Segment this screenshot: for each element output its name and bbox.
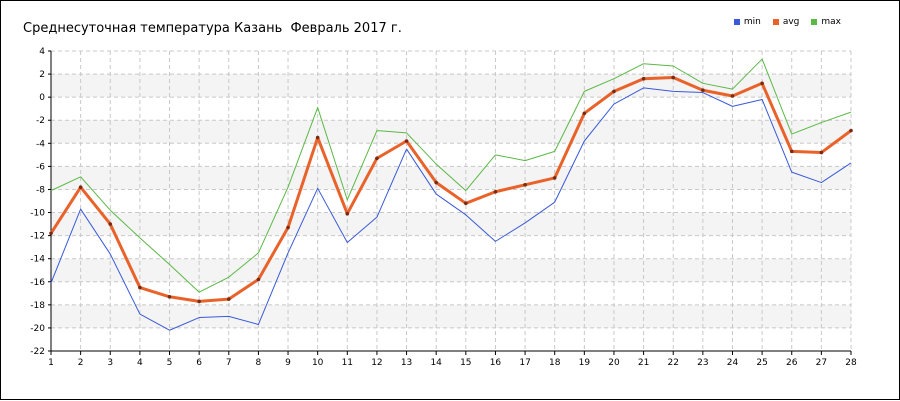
data-point-avg: [789, 149, 794, 154]
legend-item-min: min: [733, 17, 761, 27]
legend-swatch-avg: [772, 19, 779, 25]
x-tick-label: 7: [226, 358, 232, 368]
series-line-min: [50, 87, 852, 331]
legend-swatch-min: [733, 19, 740, 25]
x-tick-label: 12: [371, 358, 382, 368]
x-tick-label: 27: [816, 358, 827, 368]
data-point-avg: [493, 189, 498, 194]
data-point-avg: [375, 156, 379, 161]
plot-band: [51, 74, 851, 98]
y-tick-label: -6: [36, 162, 45, 172]
data-point-avg: [78, 185, 83, 189]
legend-item-max: max: [811, 17, 841, 27]
x-tick-label: 9: [285, 358, 291, 368]
legend-item-avg: avg: [772, 17, 800, 27]
x-tick-label: 23: [697, 358, 708, 368]
y-tick-label: -2: [36, 116, 45, 126]
x-tick-label: 5: [167, 358, 173, 368]
y-tick-label: -18: [30, 301, 45, 311]
y-tick-label: -8: [36, 185, 45, 195]
data-point-avg: [256, 277, 261, 282]
data-point-avg: [612, 89, 616, 94]
x-tick-label: 18: [549, 358, 561, 368]
plot-band: [51, 212, 851, 236]
data-point-avg: [108, 222, 113, 226]
data-point-avg: [641, 76, 646, 81]
x-tick-label: 20: [608, 358, 620, 368]
data-point-avg: [404, 139, 409, 143]
data-point-avg: [226, 297, 231, 301]
plot-band: [51, 120, 851, 144]
x-tick-label: 4: [137, 358, 143, 368]
series-line-avg: [49, 76, 852, 303]
x-tick-label: 13: [401, 358, 412, 368]
data-point-avg: [315, 135, 320, 140]
data-point-avg: [197, 299, 201, 304]
x-tick-label: 26: [786, 358, 798, 368]
data-point-avg: [582, 111, 587, 116]
y-tick-label: -20: [30, 324, 45, 334]
legend-swatch-max: [811, 19, 818, 25]
y-tick-label: 4: [39, 47, 45, 57]
x-tick-label: 3: [107, 358, 113, 368]
series-line-max: [50, 58, 852, 293]
legend-label-max: max: [821, 17, 841, 27]
data-point-avg: [138, 285, 142, 290]
data-point-avg: [434, 180, 438, 185]
y-tick-label: -10: [30, 209, 45, 219]
x-tick-label: 16: [490, 358, 502, 368]
y-tick-label: 0: [39, 93, 45, 103]
data-point-avg: [671, 75, 676, 80]
x-tick-label: 6: [196, 358, 202, 368]
x-tick-label: 19: [579, 358, 591, 368]
data-point-avg: [167, 294, 172, 299]
y-tick-label: 2: [39, 70, 45, 80]
chart-title: Среднесуточная температура Казань Феврал…: [23, 21, 402, 36]
x-tick-label: 2: [78, 358, 84, 368]
x-tick-label: 22: [667, 358, 678, 368]
data-point-avg: [849, 128, 853, 133]
data-point-avg: [523, 183, 527, 187]
x-tick-label: 17: [519, 358, 530, 368]
x-tick-label: 11: [342, 358, 353, 368]
data-point-avg: [286, 225, 290, 230]
data-point-avg: [345, 211, 350, 216]
y-tick-label: -22: [30, 347, 45, 357]
x-tick-label: 10: [312, 358, 324, 368]
y-tick-label: -16: [30, 278, 45, 288]
chart-legend: min avg max: [733, 17, 841, 27]
x-tick-label: 15: [460, 358, 471, 368]
x-tick-label: 25: [756, 358, 767, 368]
data-point-avg: [701, 88, 705, 93]
x-tick-label: 8: [256, 358, 262, 368]
y-tick-label: -12: [30, 232, 45, 242]
data-point-avg: [464, 201, 468, 206]
plot-band: [51, 258, 851, 282]
plot-band: [51, 304, 851, 328]
x-tick-label: 24: [727, 358, 739, 368]
data-point-avg: [730, 94, 735, 98]
legend-label-avg: avg: [782, 17, 800, 27]
y-tick-label: -4: [36, 139, 45, 149]
x-tick-label: 14: [430, 358, 442, 368]
y-tick-label: -14: [30, 255, 45, 265]
x-tick-label: 21: [638, 358, 649, 368]
x-tick-label: 1: [48, 358, 54, 368]
data-point-avg: [552, 176, 557, 180]
legend-label-min: min: [743, 17, 761, 27]
data-point-avg: [49, 231, 53, 236]
data-point-avg: [819, 150, 824, 155]
data-point-avg: [760, 81, 764, 86]
x-tick-label: 28: [845, 358, 857, 368]
